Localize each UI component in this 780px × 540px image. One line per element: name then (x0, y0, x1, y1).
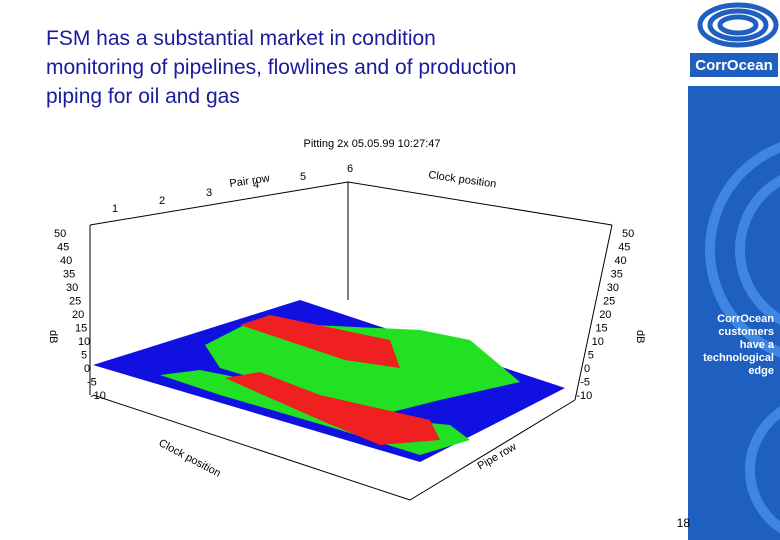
logo-box (690, 53, 778, 77)
page-number: 18 (677, 516, 691, 530)
right-tick: -10 (576, 390, 592, 402)
axis-label: Clock position (157, 437, 223, 480)
axis-label: Pair row (229, 172, 271, 190)
left-tick: 35 (63, 269, 75, 281)
right-tick: 20 (599, 309, 611, 321)
tagline-line: have a (740, 339, 775, 351)
right-tick: 40 (614, 255, 626, 267)
surface-green (205, 322, 520, 420)
right-tick: 30 (607, 282, 619, 294)
axes (89, 181, 613, 501)
top-tick: 2 (159, 195, 165, 207)
left-tick: 40 (60, 255, 72, 267)
left-tick: 45 (57, 242, 69, 254)
slide-title: FSM has a substantial market in conditio… (46, 24, 516, 111)
right-tick: 35 (611, 269, 623, 281)
top-tick: 3 (206, 187, 212, 199)
left-tick: 25 (69, 296, 81, 308)
tagline-line: CorrOcean (717, 313, 774, 325)
tagline-line: edge (748, 365, 774, 377)
top-tick: 4 (253, 179, 259, 191)
sidebar-decor (705, 142, 780, 534)
right-tick: 10 (592, 336, 604, 348)
right-tick: -5 (580, 377, 590, 389)
left-tick: 20 (72, 309, 84, 321)
top-tick: 5 (300, 171, 306, 183)
right-tick: 15 (595, 323, 607, 335)
right-tick: 45 (618, 242, 630, 254)
right-tick: 50 (622, 228, 634, 240)
left-tick: 30 (66, 282, 78, 294)
left-tick: 50 (54, 228, 66, 240)
title-line: piping for oil and gas (46, 85, 240, 108)
left-tick: -10 (90, 390, 106, 402)
left-tick: 15 (75, 323, 87, 335)
plot-title: Pitting 2x 05.05.99 10:27:47 (304, 138, 441, 150)
left-tick: 10 (78, 336, 90, 348)
axis-label: dB (634, 330, 646, 343)
axis-label: Clock position (428, 169, 497, 190)
right-tick: 0 (584, 363, 590, 375)
tagline-line: technological (703, 352, 774, 364)
brand: CorrOcean (695, 57, 773, 74)
logo-rings (697, 2, 779, 48)
surface-red (240, 315, 400, 368)
axis-label: dB (47, 330, 59, 343)
top-tick: 6 (347, 163, 353, 175)
title-line: monitoring of pipelines, flowlines and o… (46, 56, 517, 79)
left-tick: 0 (84, 363, 90, 375)
left-tick: 5 (81, 350, 87, 362)
right-tick: 5 (588, 350, 594, 362)
right-tick: 25 (603, 296, 615, 308)
tagline-line: customers (718, 326, 774, 338)
top-tick: 1 (112, 203, 118, 215)
left-tick: -5 (87, 377, 97, 389)
surface-red (225, 372, 440, 445)
title-line: FSM has a substantial market in conditio… (46, 27, 436, 50)
